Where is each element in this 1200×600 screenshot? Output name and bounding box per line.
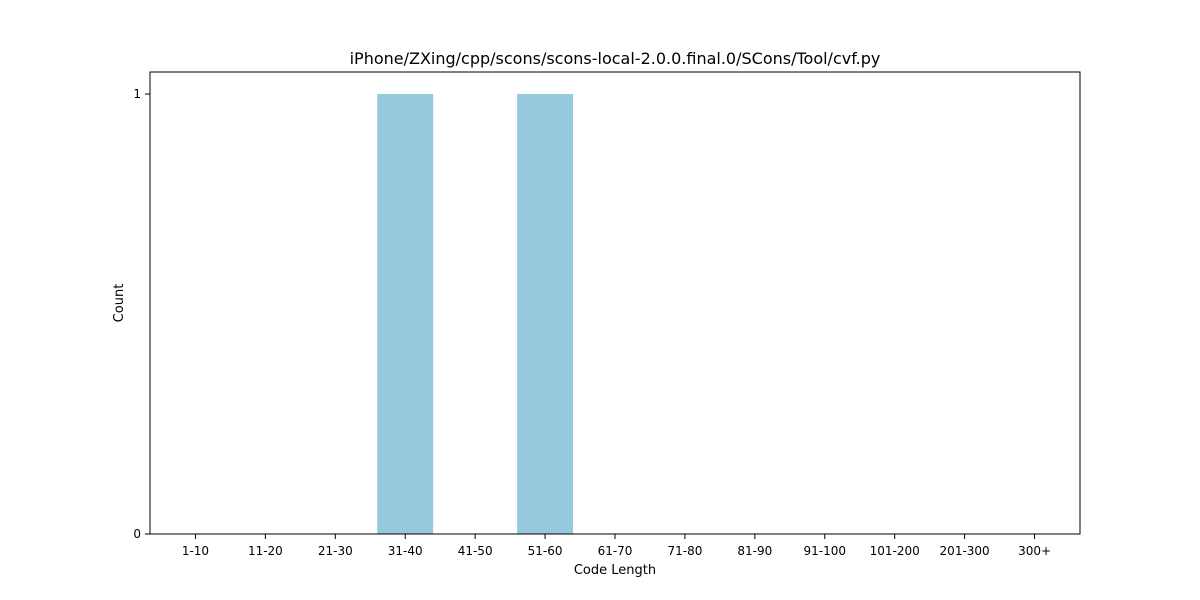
x-tick-label: 41-50 xyxy=(458,544,493,558)
plot-frame xyxy=(150,72,1080,534)
x-axis-label: Code Length xyxy=(574,563,656,578)
x-tick-label: 51-60 xyxy=(528,544,563,558)
chart-title: iPhone/ZXing/cpp/scons/scons-local-2.0.0… xyxy=(350,49,881,68)
y-axis-ticks: 01 xyxy=(133,87,150,541)
x-tick-label: 11-20 xyxy=(248,544,283,558)
y-tick-label: 0 xyxy=(133,527,141,541)
x-tick-label: 31-40 xyxy=(388,544,423,558)
bar-31-40 xyxy=(377,94,433,534)
y-axis-label: Count xyxy=(112,284,127,323)
x-tick-label: 81-90 xyxy=(737,544,772,558)
x-tick-label: 91-100 xyxy=(804,544,847,558)
x-tick-label: 101-200 xyxy=(870,544,920,558)
x-axis-ticks: 1-10 11-20 21-30 31-40 41-50 51-60 61-70 71-80 8… xyxy=(182,534,1051,558)
x-tick-label: 61-70 xyxy=(598,544,633,558)
bar-51-60 xyxy=(517,94,573,534)
bars-group xyxy=(377,94,573,534)
y-tick-label: 1 xyxy=(133,87,141,101)
x-tick-label: 201-300 xyxy=(940,544,990,558)
x-tick-label: 300+ xyxy=(1018,544,1051,558)
x-tick-label: 1-10 xyxy=(182,544,209,558)
x-tick-label: 21-30 xyxy=(318,544,353,558)
x-tick-label: 71-80 xyxy=(667,544,702,558)
